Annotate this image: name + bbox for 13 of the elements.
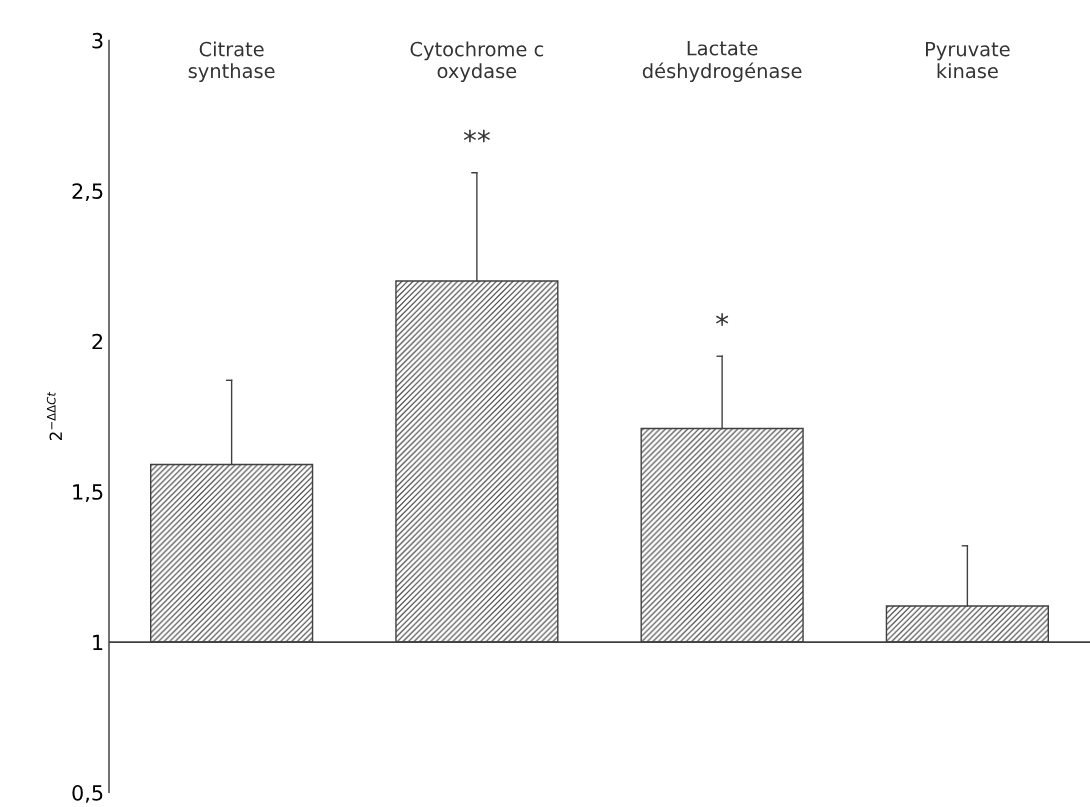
y-axis-title: 2$^{−ΔΔCt}$ — [46, 391, 62, 441]
y-tick-label: 3 — [92, 32, 103, 49]
y-tick-label: 2 — [92, 333, 103, 350]
x-tick-label: Lactate déshydrogénase — [642, 41, 802, 83]
y-tick-label: 2,5 — [72, 183, 103, 202]
x-tick-label: Citrate synthase — [188, 41, 275, 83]
annotation: ** — [463, 129, 490, 143]
y-tick-label: 1,5 — [73, 484, 103, 502]
x-tick-label: Cytochrome c oxydase — [410, 41, 544, 83]
y-tick-label: 1 — [93, 634, 103, 650]
y-tick-label: 0,5 — [72, 784, 103, 803]
annotation: * — [716, 313, 729, 326]
x-tick-label: Pyruvate kinase — [926, 42, 1010, 79]
